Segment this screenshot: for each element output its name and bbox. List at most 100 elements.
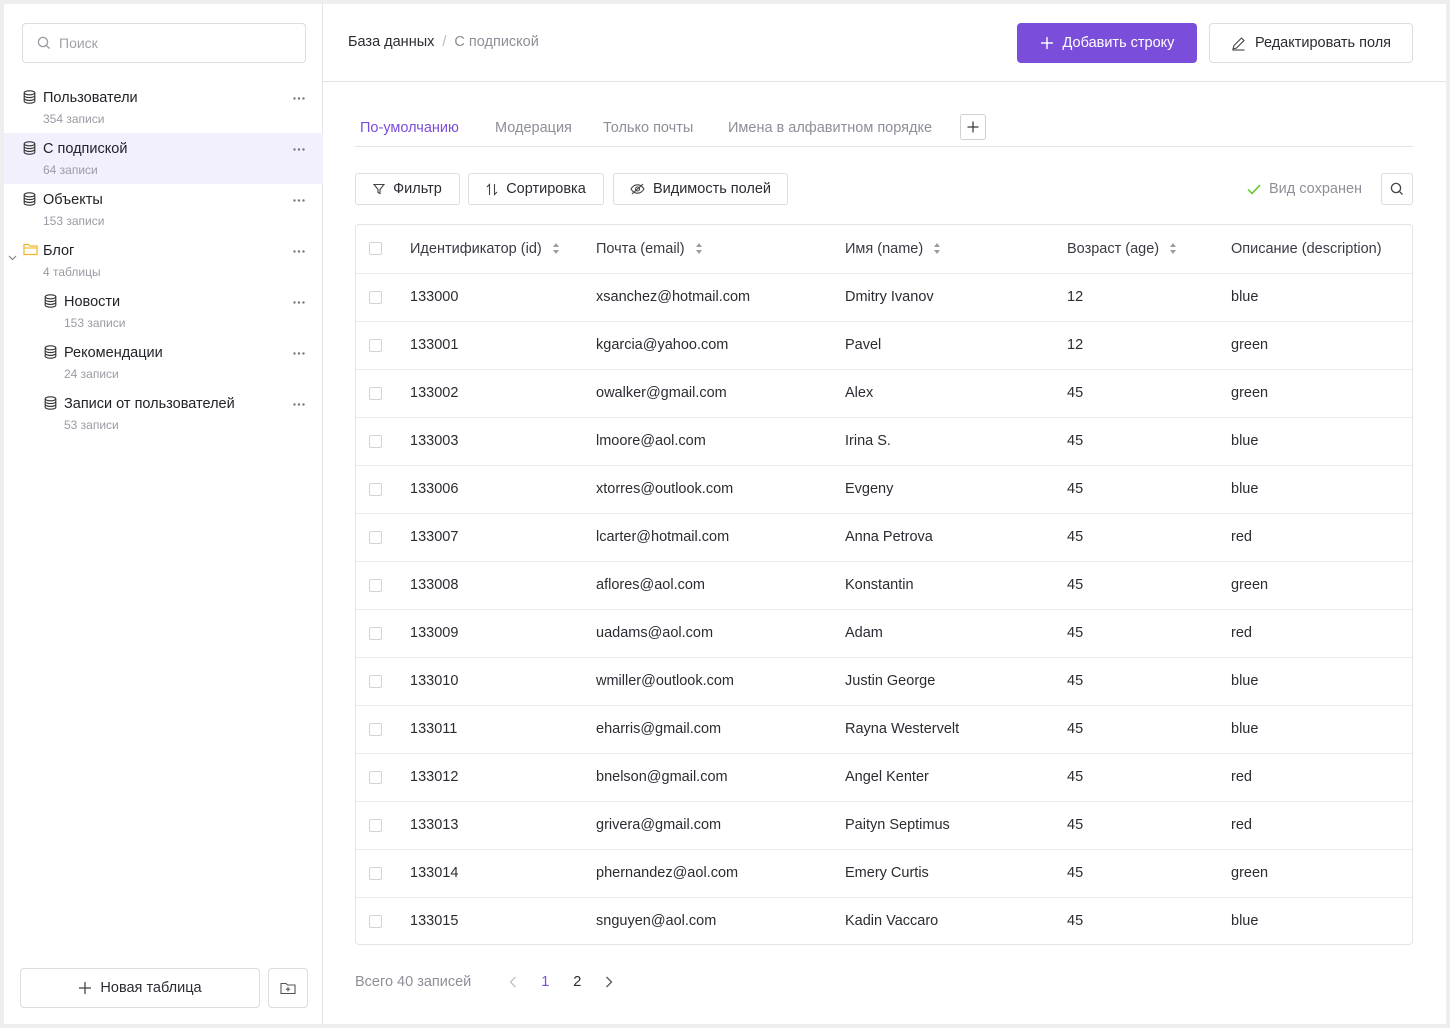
table-cell[interactable]: blue [1231,705,1412,754]
table-cell[interactable]: blue [1231,913,1259,930]
field-visibility-button[interactable]: Видимость полей [613,173,788,205]
table-row[interactable]: 133011 eharris@gmail.com Rayna Westervelt 4… [356,705,1412,754]
table-cell[interactable]: uadams@aol.com [596,609,845,658]
table-row[interactable]: 133012 bnelson@gmail.com Angel Kenter 45 red [356,753,1412,802]
filter-button[interactable]: Фильтр [355,173,460,205]
sidebar-item[interactable]: Пользователи 354 записи [4,82,323,133]
table-cell[interactable]: lcarter@hotmail.com [596,513,845,562]
table-cell[interactable]: 133002 [410,369,596,418]
new-folder-button[interactable] [268,968,308,1008]
sort-arrows-icon[interactable] [552,242,560,255]
table-cell[interactable]: 133000 [410,273,596,322]
row-checkbox[interactable] [369,482,382,496]
table-cell[interactable]: bnelson@gmail.com [596,753,845,802]
table-cell[interactable]: green [1231,369,1412,418]
row-checkbox[interactable] [369,578,382,592]
row-checkbox[interactable] [369,386,382,400]
sort-arrows-icon[interactable] [1169,242,1177,255]
sidebar-item[interactable]: Объекты 153 записи [4,184,323,235]
table-cell[interactable]: 133006 [410,465,596,514]
new-table-button[interactable]: Новая таблица [20,968,260,1008]
table-cell[interactable]: Evgeny [845,465,1067,514]
row-checkbox[interactable] [369,770,382,784]
breadcrumb-root[interactable]: База данных [348,34,435,50]
sort-arrows-icon[interactable] [695,242,703,255]
prev-page-button[interactable] [497,970,529,994]
table-cell[interactable]: 45 [1067,369,1231,418]
table-cell[interactable]: green [1231,849,1412,898]
column-header[interactable]: Имя (name) [845,225,1067,274]
table-row[interactable]: 133002 owalker@gmail.com Alex 45 green [356,369,1412,418]
table-cell[interactable]: Adam [845,609,1067,658]
table-cell[interactable]: 133015 [410,913,459,930]
table-cell[interactable]: 133009 [410,609,596,658]
page-button[interactable]: 2 [573,974,582,990]
chevron-down-icon[interactable] [8,248,17,264]
sidebar-item[interactable]: Новости 153 записи [4,286,323,337]
view-tab[interactable]: По-умолчанию [360,120,459,136]
row-checkbox[interactable] [369,722,382,736]
table-cell[interactable]: owalker@gmail.com [596,369,845,418]
row-checkbox[interactable] [369,434,382,448]
table-cell[interactable]: 133011 [410,705,596,754]
add-view-button[interactable] [960,114,986,140]
table-cell[interactable]: 45 [1067,513,1231,562]
table-cell[interactable]: lmoore@aol.com [596,417,845,466]
table-cell[interactable]: 133013 [410,801,596,850]
table-cell[interactable]: Rayna Westervelt [845,705,1067,754]
more-icon[interactable] [291,396,307,412]
more-icon[interactable] [291,192,307,208]
table-row[interactable]: 133007 lcarter@hotmail.com Anna Petrova 45 r… [356,513,1412,562]
sidebar-search[interactable] [22,23,306,63]
table-cell[interactable]: 133008 [410,561,596,610]
table-cell[interactable]: Konstantin [845,561,1067,610]
row-checkbox[interactable] [369,530,382,544]
table-cell[interactable]: 45 [1067,913,1084,930]
table-cell[interactable]: 133010 [410,657,596,706]
table-cell[interactable]: 12 [1067,273,1231,322]
table-cell[interactable]: eharris@gmail.com [596,705,845,754]
table-cell[interactable]: 45 [1067,705,1231,754]
table-cell[interactable]: 45 [1067,801,1231,850]
table-cell[interactable]: 45 [1067,465,1231,514]
table-cell[interactable]: kgarcia@yahoo.com [596,321,845,370]
more-icon[interactable] [291,345,307,361]
table-cell[interactable]: Alex [845,369,1067,418]
table-cell[interactable]: 45 [1067,417,1231,466]
table-cell[interactable]: blue [1231,465,1412,514]
table-cell[interactable]: Emery Curtis [845,849,1067,898]
table-cell[interactable]: xsanchez@hotmail.com [596,273,845,322]
table-cell[interactable]: 133007 [410,513,596,562]
table-cell[interactable]: 133014 [410,849,596,898]
table-cell[interactable]: wmiller@outlook.com [596,657,845,706]
table-cell[interactable]: green [1231,321,1412,370]
table-cell[interactable]: 45 [1067,753,1231,802]
table-cell[interactable]: blue [1231,417,1412,466]
table-row[interactable]: 133009 uadams@aol.com Adam 45 red [356,609,1412,658]
table-cell[interactable]: Angel Kenter [845,753,1067,802]
view-tab[interactable]: Только почты [603,120,694,136]
edit-fields-button[interactable]: Редактировать поля [1209,23,1413,63]
table-cell[interactable]: aflores@aol.com [596,561,845,610]
table-cell[interactable]: grivera@gmail.com [596,801,845,850]
sort-arrows-icon[interactable] [933,242,941,255]
sidebar-item[interactable]: Записи от пользователей 53 записи [4,388,323,439]
more-icon[interactable] [291,243,307,259]
more-icon[interactable] [291,294,307,310]
table-row[interactable]: 133000 xsanchez@hotmail.com Dmitry Ivanov 1… [356,273,1412,322]
table-cell[interactable]: red [1231,801,1412,850]
row-checkbox[interactable] [369,674,382,688]
table-cell[interactable]: Kadin Vaccaro [845,913,939,930]
table-cell[interactable]: Paityn Septimus [845,801,1067,850]
search-input[interactable] [59,35,289,51]
sort-button[interactable]: Сортировка [468,173,604,205]
column-header[interactable]: Возраст (age) [1067,225,1231,274]
table-cell[interactable]: blue [1231,657,1412,706]
row-checkbox[interactable] [369,914,382,928]
row-checkbox[interactable] [369,290,382,304]
table-cell[interactable]: red [1231,609,1412,658]
sidebar-item[interactable]: С подпиской 64 записи [4,133,323,184]
table-cell[interactable]: 45 [1067,657,1231,706]
table-row[interactable]: 133003 lmoore@aol.com Irina S. 45 blue [356,417,1412,466]
table-row[interactable]: 133008 aflores@aol.com Konstantin 45 green [356,561,1412,610]
